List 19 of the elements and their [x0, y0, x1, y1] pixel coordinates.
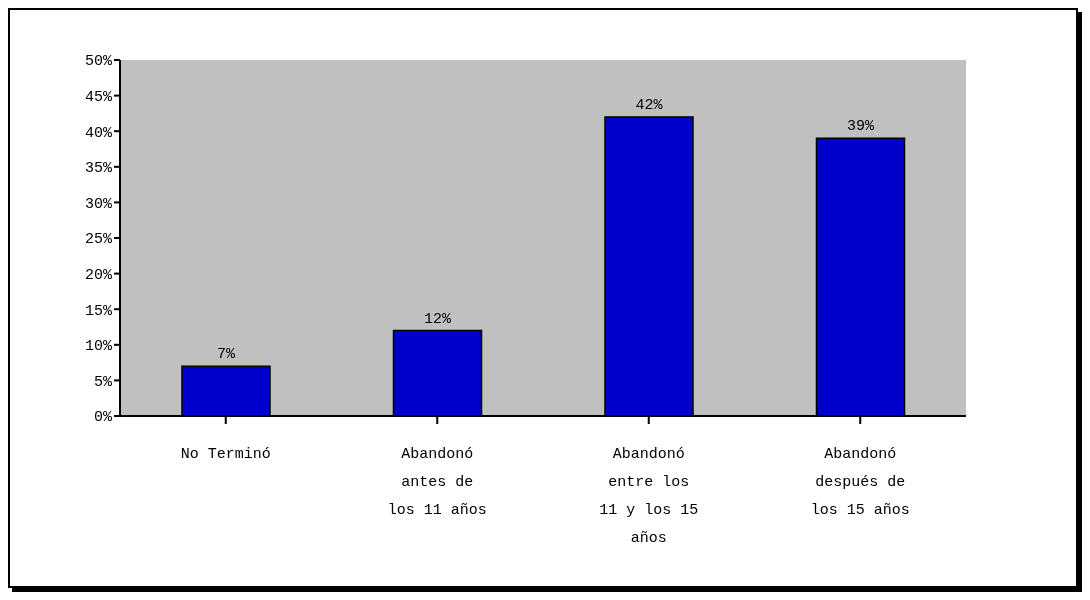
data-label: 7%	[216, 346, 236, 364]
y-tick-label: 35%	[84, 160, 113, 178]
y-tick-label: 40%	[84, 124, 113, 142]
data-label: 12%	[423, 310, 452, 328]
x-tick-label: Abandonó después de los 15 años	[810, 446, 910, 519]
x-tick-label: Abandonó antes de los 11 años	[387, 446, 487, 519]
y-tick-label: 45%	[84, 88, 113, 106]
y-tick-label: 5%	[93, 373, 113, 391]
y-tick-label: 0%	[93, 409, 113, 427]
x-tick-label: No Terminó	[180, 446, 271, 463]
y-tick-label: 20%	[84, 266, 113, 284]
data-label: 39%	[846, 118, 875, 136]
y-tick-label: 15%	[84, 302, 113, 320]
y-tick-label: 10%	[84, 338, 113, 356]
y-tick-label: 30%	[84, 195, 113, 213]
y-tick-label: 50%	[84, 53, 113, 71]
data-label: 42%	[635, 96, 664, 114]
x-tick-label: Abandonó entre los 11 y los 15 años	[599, 446, 699, 547]
y-tick-label: 25%	[84, 231, 113, 249]
